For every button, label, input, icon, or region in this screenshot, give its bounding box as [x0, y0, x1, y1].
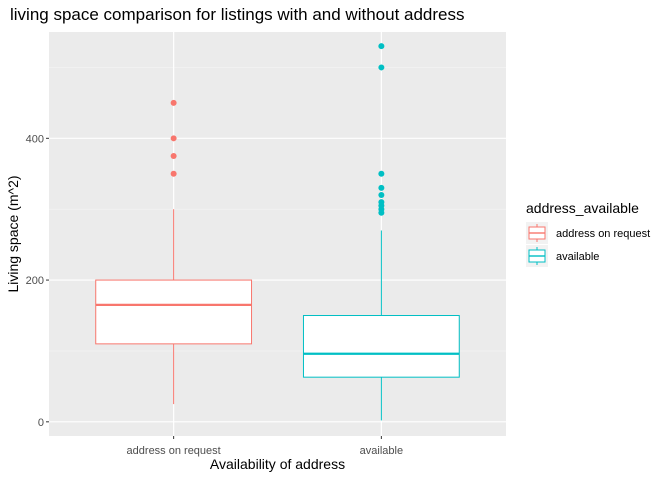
outlier-point [378, 64, 385, 71]
legend-key [526, 245, 548, 267]
chart-title: living space comparison for listings wit… [10, 5, 465, 24]
boxplot-available [302, 43, 460, 421]
outlier-point [378, 184, 385, 191]
boxplot-address-on-request [95, 99, 253, 405]
outlier-point [378, 170, 385, 177]
box-iqr [302, 315, 460, 378]
outlier-point [170, 153, 177, 160]
legend-label: address on request [556, 228, 650, 240]
outlier-point [378, 192, 385, 199]
legend-title: address_available [526, 200, 639, 216]
axes: 0 200 400 address on request available [26, 133, 403, 457]
outlier-point [170, 170, 177, 177]
box-layer [95, 43, 460, 421]
outlier-point [170, 135, 177, 142]
box-iqr [95, 279, 253, 345]
outlier-point [378, 199, 385, 206]
x-axis-title: Availability of address [210, 456, 345, 472]
legend-key [526, 222, 548, 244]
outlier-point [378, 43, 385, 50]
legend: address_available address on request avai… [526, 200, 650, 267]
x-tick-label: address on request [127, 445, 221, 457]
legend-label: available [556, 251, 599, 263]
y-tick-label: 200 [26, 275, 44, 287]
y-tick-label: 0 [38, 417, 44, 429]
x-tick-label: available [360, 445, 403, 457]
y-tick-label: 400 [26, 133, 44, 145]
outlier-point [170, 99, 177, 106]
y-axis-title: Living space (m^2) [5, 175, 21, 292]
